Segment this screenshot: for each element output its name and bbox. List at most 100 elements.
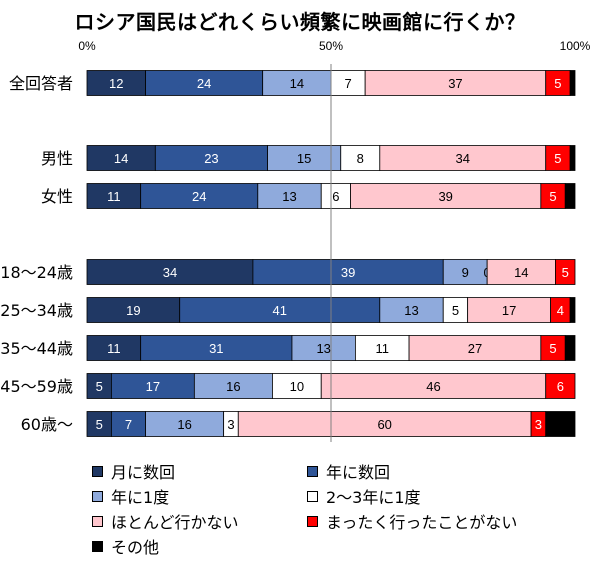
bar-segment (237, 411, 532, 437)
bar-segment (564, 183, 576, 209)
data-label: 13 (282, 189, 296, 204)
data-label: 39 (341, 265, 355, 280)
data-label: 5 (549, 189, 556, 204)
legend-label: 2～3年に1度 (326, 488, 421, 507)
bar-segment (140, 335, 293, 361)
bar-segment (320, 373, 547, 399)
legend-swatch (307, 490, 318, 502)
data-label: 10 (290, 379, 304, 394)
bar-segment (111, 411, 146, 437)
data-label: 41 (273, 303, 287, 318)
data-label: 60 (377, 417, 391, 432)
bar-segment (140, 183, 259, 209)
legend-swatch (307, 465, 318, 477)
data-label: 3 (227, 417, 234, 432)
category-label: 25～34歳 (0, 301, 73, 320)
bar-segment (564, 335, 576, 361)
category-label: 女性 (41, 187, 73, 206)
bar-segment (354, 335, 410, 361)
category-label: 男性 (41, 149, 73, 168)
data-label: 5 (452, 303, 459, 318)
data-label: 4 (557, 303, 564, 318)
bar-segment (145, 411, 225, 437)
legend-item: ほとんど行かない (92, 509, 239, 533)
data-label: 13 (404, 303, 418, 318)
bar-segment (442, 297, 469, 323)
data-label: 16 (226, 379, 240, 394)
data-label: 5 (96, 417, 103, 432)
data-label: 9 (462, 265, 469, 280)
legend-label: 月に数回 (111, 463, 176, 482)
bar-segment (340, 145, 381, 171)
bar-segment (86, 373, 112, 399)
x-tick-label: 100% (560, 39, 591, 53)
data-label: 46 (426, 379, 440, 394)
category-label: 60歳～ (21, 415, 73, 434)
bar-segment (540, 183, 566, 209)
data-label: 39 (438, 189, 452, 204)
legend-item: その他 (92, 534, 159, 558)
data-label: 34 (456, 151, 470, 166)
data-label: 6 (557, 379, 564, 394)
category-label: 45～59歳 (0, 377, 73, 396)
data-label: 11 (107, 189, 121, 204)
legend-label: その他 (111, 538, 160, 557)
data-label: 16 (177, 417, 191, 432)
data-label: 11 (107, 341, 121, 356)
data-label: 17 (146, 379, 160, 394)
data-label: 14 (290, 76, 304, 91)
data-label: 5 (549, 341, 556, 356)
legend-label: まったく行ったことがない (326, 513, 518, 532)
legend-swatch (307, 515, 318, 527)
bar-segment (86, 335, 142, 361)
bar-segment (545, 70, 571, 96)
bar-segment (154, 145, 268, 171)
bar-segment (442, 259, 488, 285)
legend-label: 年に数回 (326, 463, 391, 482)
legend-item: 月に数回 (92, 459, 175, 483)
category-label: 35～44歳 (0, 339, 73, 358)
legend-item: 年に1度 (92, 484, 169, 508)
bar-segment (545, 373, 576, 399)
legend-swatch (92, 490, 103, 502)
bar-segment (86, 183, 142, 209)
data-label: 24 (197, 76, 211, 91)
data-label: 17 (502, 303, 516, 318)
bar-segment (555, 259, 576, 285)
bar-segment (545, 145, 571, 171)
category-label: 全回答者 (9, 74, 73, 93)
data-label: 31 (209, 341, 223, 356)
data-label: 19 (126, 303, 140, 318)
data-label: 14 (514, 265, 528, 280)
data-label: 24 (192, 189, 206, 204)
data-label: 37 (448, 76, 462, 91)
bar-segment (111, 373, 195, 399)
legend-swatch (92, 465, 103, 477)
bar-segment (257, 183, 322, 209)
bar-segment (379, 145, 547, 171)
legend-item: 年に数回 (307, 459, 390, 483)
legend-item: 2～3年に1度 (307, 484, 421, 508)
bar-segment (267, 145, 342, 171)
bar-segment (569, 70, 576, 96)
chart-title: ロシア国民はどれくらい頻繁に映画館に行くか？ (74, 10, 526, 34)
bar-segment (145, 70, 264, 96)
legend-label: 年に1度 (111, 488, 170, 507)
bar-segment (320, 183, 351, 209)
bar-segment (569, 145, 576, 171)
data-label: 12 (109, 76, 123, 91)
legend-item: まったく行ったことがない (307, 509, 517, 533)
bar-segment (272, 373, 322, 399)
bar-segment (364, 70, 547, 96)
category-label: 18～24歳 (0, 263, 73, 282)
bar-segment (86, 70, 146, 96)
data-label: 7 (125, 417, 132, 432)
bar-segment (86, 411, 112, 437)
data-label: 15 (297, 151, 311, 166)
legend-swatch (92, 540, 103, 552)
data-label: 5 (554, 76, 561, 91)
x-tick-label: 50% (319, 39, 343, 53)
bar-segment (486, 259, 556, 285)
legend-swatch (92, 515, 103, 527)
